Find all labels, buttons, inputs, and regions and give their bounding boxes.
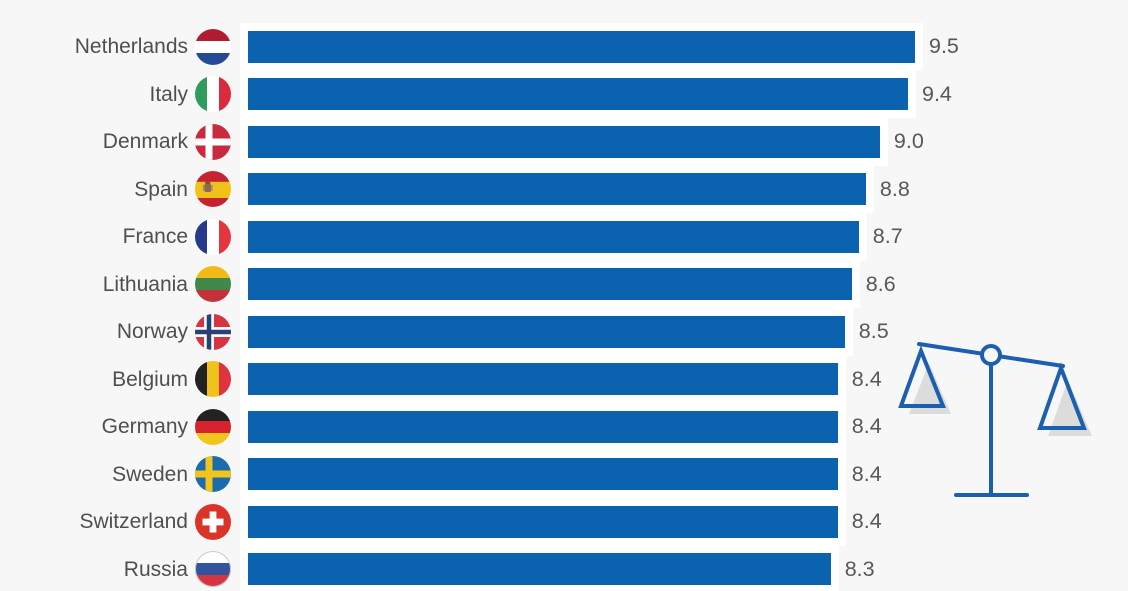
value-bar [248, 78, 908, 111]
norway-flag-icon [195, 313, 231, 350]
denmark-flag-icon [195, 123, 231, 160]
country-label: France [122, 225, 188, 249]
value-label: 8.8 [879, 176, 910, 201]
value-bar [248, 505, 838, 538]
country-label: Netherlands [74, 35, 188, 59]
sweden-flag-icon [195, 456, 231, 493]
chart-row: Lithuania 8.6 [0, 261, 1128, 309]
value-bar [248, 30, 915, 63]
country-label: Belgium [112, 367, 188, 391]
value-bar [248, 553, 831, 586]
value-bar [248, 410, 838, 443]
value-bar [248, 458, 838, 491]
russia-flag-icon [195, 551, 231, 588]
netherlands-flag-icon [195, 28, 231, 65]
country-label: Switzerland [79, 510, 188, 534]
spain-flag-icon [195, 171, 231, 208]
chart-row: Germany 8.4 [0, 403, 1128, 451]
chart-row: France 8.7 [0, 213, 1128, 261]
italy-flag-icon [195, 76, 231, 113]
value-label: 8.4 [851, 509, 882, 533]
value-label: 8.4 [851, 461, 882, 486]
country-label: Spain [134, 177, 188, 201]
value-label: 8.7 [872, 224, 903, 248]
scale-left-pan [898, 345, 946, 408]
chart-row: Norway 8.5 [0, 308, 1128, 356]
value-label: 8.5 [858, 319, 889, 343]
value-label: 9.4 [922, 81, 952, 106]
chart-row: Belgium 8.4 [0, 356, 1128, 404]
country-label: Sweden [112, 462, 188, 486]
chart-row: Italy 9.4 [0, 71, 1128, 119]
value-bar [248, 220, 859, 253]
scale-right-pan [1037, 362, 1087, 430]
scale-pivot [980, 344, 1002, 366]
belgium-flag-icon [195, 361, 231, 398]
value-bar [248, 315, 845, 348]
value-bar [248, 125, 880, 158]
france-flag-icon [195, 218, 231, 255]
country-label: Russia [123, 557, 188, 581]
chart-row: Denmark 9.0 [0, 118, 1128, 166]
value-label: 8.3 [844, 556, 875, 581]
value-bar [248, 268, 852, 301]
value-label: 8.4 [851, 366, 882, 391]
country-label: Denmark [102, 130, 188, 154]
value-bar [248, 363, 838, 396]
value-label: 9.0 [893, 129, 924, 153]
switzerland-flag-icon [195, 503, 231, 540]
country-label: Lithuania [102, 272, 188, 296]
country-label: Norway [116, 320, 188, 344]
balance-scale-icon [898, 342, 1092, 497]
chart-row: Spain 8.8 [0, 166, 1128, 214]
chart-row: Switzerland 8.4 [0, 498, 1128, 546]
value-label: 9.5 [929, 34, 959, 58]
country-label: Germany [101, 415, 188, 439]
lithuania-flag-icon [195, 266, 231, 303]
chart-row: Netherlands 9.5 [0, 23, 1128, 71]
chart-row: Russia 8.3 [0, 546, 1128, 591]
germany-flag-icon [195, 408, 231, 445]
value-label: 8.4 [851, 414, 882, 438]
chart-rows: Netherlands 9.5 Italy 9.4 Denmark 9.0 Spain 8.8… [0, 23, 1128, 591]
chart-row: Sweden 8.4 [0, 451, 1128, 499]
value-bar [248, 173, 866, 206]
value-label: 8.6 [865, 271, 896, 296]
country-label: Italy [149, 82, 188, 106]
